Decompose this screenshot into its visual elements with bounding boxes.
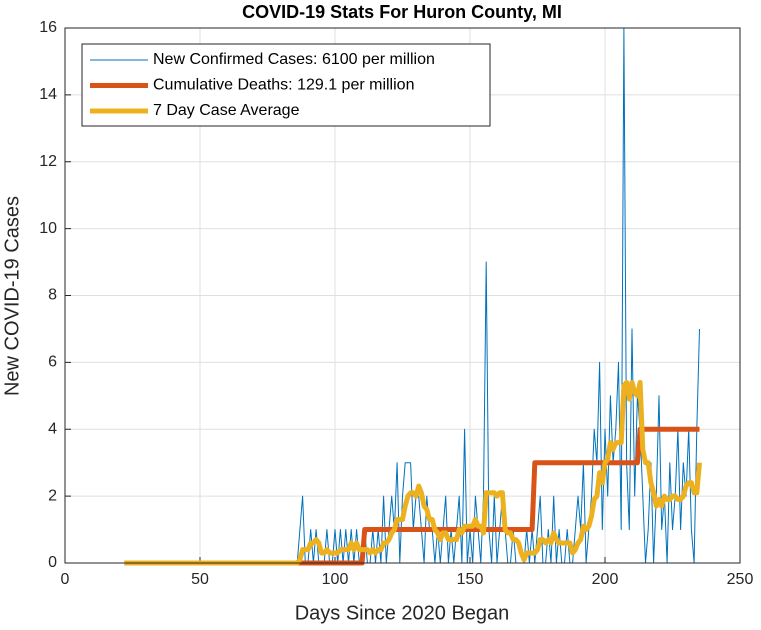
y-axis-label: New COVID-19 Cases (1, 196, 23, 396)
y-tick-label: 14 (39, 86, 57, 103)
y-tick-label: 4 (48, 420, 57, 437)
legend-label: Cumulative Deaths: 129.1 per million (153, 77, 414, 94)
x-tick-label: 250 (727, 571, 754, 588)
x-tick-label: 0 (61, 571, 70, 588)
chart-title: COVID-19 Stats For Huron County, MI (242, 2, 562, 22)
legend-label: New Confirmed Cases: 6100 per million (153, 51, 435, 68)
x-tick-label: 200 (592, 571, 619, 588)
legend-label: 7 Day Case Average (153, 102, 300, 119)
plot-frame (64, 27, 741, 564)
y-tick-label: 16 (39, 19, 57, 36)
y-tick-label: 10 (39, 220, 57, 237)
legend-box (81, 43, 491, 127)
x-tick-label: 50 (191, 571, 209, 588)
legend: New Confirmed Cases: 6100 per million Cum… (81, 43, 491, 127)
x-tick-label: 100 (322, 571, 349, 588)
y-tick-label: 2 (48, 487, 57, 504)
y-tick-label: 6 (48, 354, 57, 371)
y-tick-label: 0 (48, 554, 57, 571)
y-tick-label: 8 (48, 287, 57, 304)
y-tick-label: 12 (39, 153, 57, 170)
x-tick-label: 150 (457, 571, 484, 588)
x-axis-label: Days Since 2020 Began (295, 602, 510, 624)
